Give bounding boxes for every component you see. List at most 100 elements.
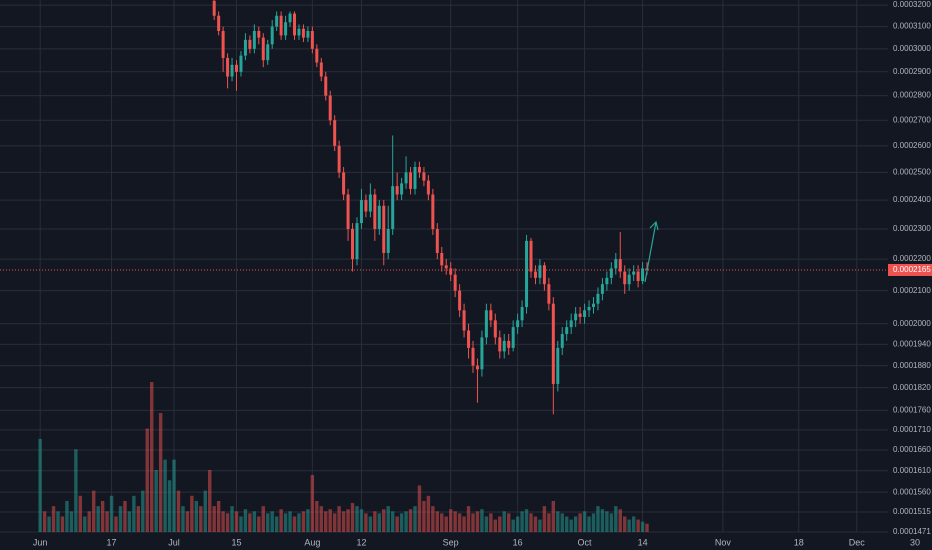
x-tick-label: 16 <box>513 537 523 547</box>
volume-bar <box>47 516 51 532</box>
candle-body <box>578 313 582 317</box>
volume-bar <box>266 513 270 532</box>
volume-bar <box>127 511 132 532</box>
candle-body <box>266 44 270 61</box>
volume-pane <box>38 382 649 532</box>
candle-body <box>605 277 609 285</box>
candle-body <box>511 327 515 348</box>
volume-bar <box>181 506 185 532</box>
candle-body <box>525 240 529 307</box>
candle-body <box>520 306 524 321</box>
volume-bar <box>538 519 542 532</box>
volume-bar <box>252 511 257 532</box>
volume-bar <box>38 438 42 532</box>
candle-body <box>409 172 413 189</box>
volume-bar <box>123 500 127 532</box>
volume-bar <box>96 506 100 532</box>
candle-body <box>417 167 421 173</box>
x-tick-label: 15 <box>231 537 241 547</box>
candle-body <box>400 183 404 195</box>
volume-bar <box>627 519 631 532</box>
volume-bar <box>297 513 301 532</box>
y-tick-label: 0.0002100 <box>893 286 931 295</box>
y-tick-label: 0.0002200 <box>893 254 931 263</box>
candle-body <box>484 310 488 338</box>
y-tick-label: 0.0002600 <box>893 141 931 150</box>
volume-bar <box>328 509 332 532</box>
x-tick-label: Oct <box>578 537 593 547</box>
volume-bar <box>502 511 506 532</box>
volume-bar <box>301 511 306 532</box>
candle-body <box>565 327 569 334</box>
volume-bar <box>565 516 569 532</box>
x-tick-label: Jul <box>168 537 180 547</box>
candle-body <box>502 340 506 352</box>
volume-bar <box>65 500 69 532</box>
volume-bar <box>591 513 596 532</box>
candle-body <box>212 0 216 16</box>
volume-bar <box>524 509 529 532</box>
volume-bar <box>203 490 207 532</box>
candle-body <box>270 26 274 45</box>
candle-body <box>395 186 399 195</box>
volume-bar <box>136 506 141 532</box>
volume-bar <box>150 382 154 532</box>
volume-bar <box>176 490 181 532</box>
price-label: 0.0002165 <box>893 265 931 274</box>
candle-body <box>252 30 256 49</box>
volume-bar <box>547 513 551 532</box>
candle-body <box>618 259 622 272</box>
volume-bar <box>341 511 346 532</box>
volume-bar <box>288 511 292 532</box>
y-tick-label: 0.0001880 <box>893 361 931 370</box>
volume-bar <box>78 495 83 532</box>
x-tick-label: 12 <box>356 537 366 547</box>
y-tick-label: 0.0003200 <box>893 0 931 9</box>
candle-body <box>243 39 247 56</box>
candle-body <box>458 290 462 311</box>
volume-bar <box>270 511 274 532</box>
volume-bar <box>417 485 422 532</box>
y-tick-label: 0.0002300 <box>893 224 931 233</box>
candle-body <box>627 274 631 285</box>
volume-bar <box>520 511 524 532</box>
candle-body <box>641 268 645 282</box>
candle-body <box>324 76 328 96</box>
candle-body <box>583 310 587 317</box>
candle-body <box>306 30 310 38</box>
trend-arrow[interactable] <box>644 220 659 283</box>
candle-body <box>301 28 305 38</box>
volume-bar <box>243 509 248 532</box>
volume-bar <box>355 506 359 532</box>
volume-bar <box>440 513 444 532</box>
volume-bar <box>404 511 408 532</box>
arrow-line[interactable] <box>644 221 657 283</box>
arrow-head[interactable] <box>649 220 659 231</box>
x-tick-label: Nov <box>715 537 732 547</box>
candle-body <box>288 13 292 23</box>
volume-bar <box>274 516 279 532</box>
volume-bar <box>573 516 578 532</box>
candle-body <box>431 194 435 229</box>
volume-bar <box>172 459 176 532</box>
volume-bar <box>359 509 364 532</box>
volume-bar <box>158 413 163 532</box>
candle-body <box>226 57 230 77</box>
y-tick-label: 0.0001820 <box>893 383 931 392</box>
candle-body <box>435 228 439 253</box>
volume-bar <box>83 516 87 532</box>
volume-bar <box>614 506 618 532</box>
candle-body <box>221 30 225 58</box>
volume-bar <box>230 506 234 532</box>
candle-body <box>475 365 479 370</box>
volume-bar <box>471 513 475 532</box>
volume-bar <box>199 506 203 532</box>
volume-bar <box>350 503 355 532</box>
y-tick-label: 0.0002800 <box>893 91 931 100</box>
volume-bar <box>279 509 283 532</box>
volume-bar <box>511 519 515 532</box>
volume-bar <box>422 500 426 532</box>
grid <box>0 0 888 533</box>
candle-body <box>328 95 332 121</box>
